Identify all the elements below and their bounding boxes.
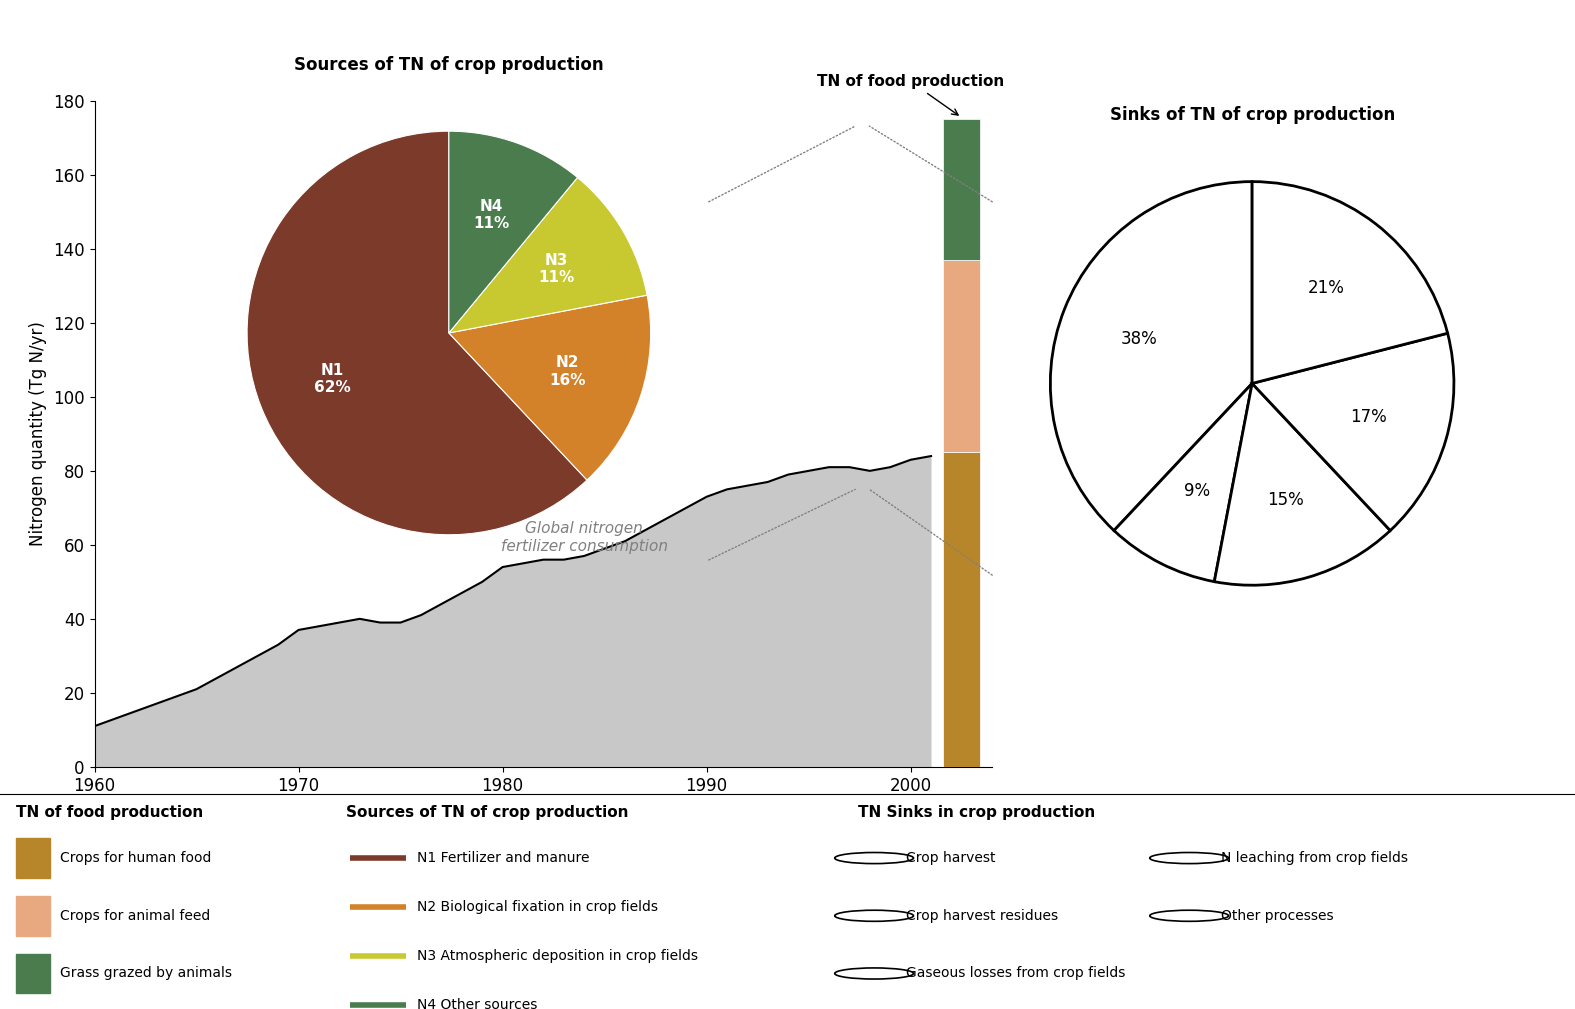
Bar — [16, 896, 50, 935]
Text: Other processes: Other processes — [1221, 909, 1334, 923]
Wedge shape — [1252, 333, 1454, 531]
Text: Global nitrogen
fertilizer consumption: Global nitrogen fertilizer consumption — [501, 522, 668, 554]
Title: Sinks of TN of crop production: Sinks of TN of crop production — [1109, 106, 1395, 124]
Text: TN of food production: TN of food production — [817, 74, 1005, 115]
Wedge shape — [449, 178, 647, 333]
Bar — [943, 260, 980, 452]
Bar — [16, 954, 50, 994]
Text: N3
11%: N3 11% — [539, 253, 575, 286]
Text: Gaseous losses from crop fields: Gaseous losses from crop fields — [906, 967, 1125, 981]
Text: Crop harvest residues: Crop harvest residues — [906, 909, 1058, 923]
Wedge shape — [1114, 383, 1252, 581]
Text: N leaching from crop fields: N leaching from crop fields — [1221, 851, 1408, 865]
Wedge shape — [449, 131, 578, 333]
Text: N3 Atmospheric deposition in crop fields: N3 Atmospheric deposition in crop fields — [417, 948, 698, 963]
Wedge shape — [1214, 383, 1391, 585]
Y-axis label: Nitrogen quantity (Tg N/yr): Nitrogen quantity (Tg N/yr) — [30, 322, 47, 546]
Wedge shape — [449, 296, 650, 480]
Text: Crop harvest: Crop harvest — [906, 851, 995, 865]
Text: 21%: 21% — [1307, 278, 1345, 297]
Text: 17%: 17% — [1350, 409, 1386, 426]
Text: N2 Biological fixation in crop fields: N2 Biological fixation in crop fields — [417, 900, 658, 914]
Text: Crops for human food: Crops for human food — [60, 851, 211, 865]
Text: N4 Other sources: N4 Other sources — [417, 998, 537, 1009]
Wedge shape — [247, 131, 587, 535]
Bar — [16, 838, 50, 878]
Text: Grass grazed by animals: Grass grazed by animals — [60, 967, 232, 981]
Text: N1
62%: N1 62% — [313, 363, 351, 396]
Bar — [943, 119, 980, 260]
Bar — [943, 452, 980, 767]
Text: 9%: 9% — [1184, 482, 1210, 500]
Text: TN of food production: TN of food production — [16, 805, 203, 819]
Text: TN Sinks in crop production: TN Sinks in crop production — [858, 805, 1096, 819]
Title: Sources of TN of crop production: Sources of TN of crop production — [295, 55, 603, 74]
Text: 15%: 15% — [1268, 490, 1304, 509]
Wedge shape — [1252, 182, 1447, 383]
Text: N1 Fertilizer and manure: N1 Fertilizer and manure — [417, 851, 591, 865]
Text: N4
11%: N4 11% — [472, 199, 509, 231]
Wedge shape — [1051, 182, 1252, 531]
Text: 38%: 38% — [1121, 330, 1158, 348]
Text: N2
16%: N2 16% — [550, 355, 586, 387]
Text: Crops for animal feed: Crops for animal feed — [60, 909, 209, 923]
Text: Sources of TN of crop production: Sources of TN of crop production — [346, 805, 628, 819]
